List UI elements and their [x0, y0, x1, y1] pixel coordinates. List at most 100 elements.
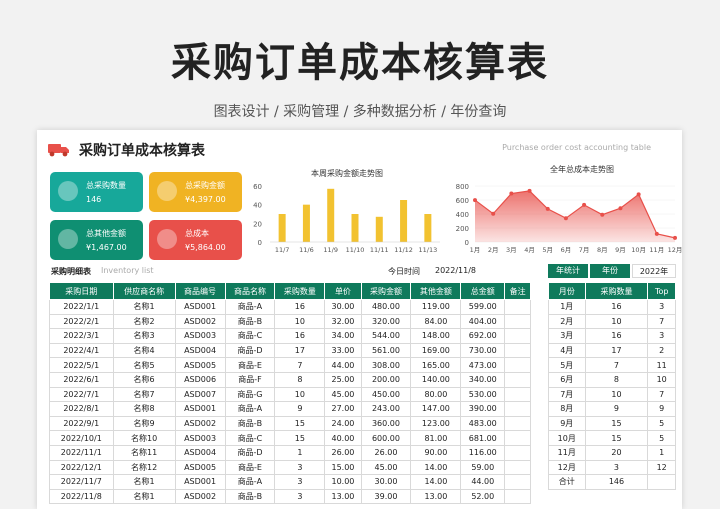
table-cell [504, 313, 531, 330]
table-cell: 10 [647, 371, 676, 388]
table-cell: 146 [584, 474, 649, 490]
table-row: 2022/8/1 名称8 ASD001 商品-A 9 27.00 243.00 147.00 3… [49, 401, 531, 417]
table-cell: 商品-G [224, 386, 276, 403]
table-cell: ASD002 [174, 415, 226, 432]
kpi-total-quantity: 总采购数量 146 [50, 172, 143, 212]
table-cell: 20 [584, 444, 649, 461]
table-row: 12月 3 12 [548, 459, 676, 476]
column-header: 总金额 [460, 282, 506, 300]
table-cell: 80.00 [410, 386, 462, 403]
table-cell: 340.00 [460, 371, 506, 388]
table-cell: 599.00 [460, 299, 506, 315]
kpi-total-other-amount: 总其他金额 ¥1,467.00 [50, 220, 143, 260]
column-header: 单价 [324, 282, 362, 300]
y-tick-label: 200 [456, 225, 469, 233]
today-value: 2022/11/8 [435, 266, 477, 275]
x-tick-label: 2月 [488, 246, 499, 254]
table-cell: 5 [647, 430, 676, 446]
table-cell: 12月 [548, 459, 586, 476]
table-cell: ASD002 [174, 488, 226, 505]
data-point [636, 192, 641, 197]
table-row: 2月 10 7 [548, 313, 676, 330]
table-cell: 14.00 [410, 459, 462, 476]
table-cell: 名称9 [112, 415, 176, 432]
table-cell: 2022/12/1 [49, 459, 114, 476]
table-row: 4月 17 2 [548, 342, 676, 359]
table-cell: ASD001 [174, 299, 226, 315]
table-cell: 2022/8/1 [49, 401, 114, 417]
kpi-label: 总采购数量 [86, 181, 126, 190]
table-cell: 40.00 [324, 430, 362, 446]
data-point [491, 211, 496, 216]
table-cell: 14.00 [410, 474, 462, 490]
table-cell: 10.00 [324, 474, 362, 490]
yearly-chart-title: 全年总成本走势图 [550, 165, 614, 174]
column-header: 其他金额 [410, 282, 462, 300]
table-cell: 商品-E [224, 459, 276, 476]
table-cell: 16 [274, 328, 326, 344]
table-cell: 15 [274, 430, 326, 446]
kpi-label: 总采购金额 [185, 181, 225, 190]
y-tick-label: 800 [456, 183, 469, 191]
table-row: 6月 8 10 [548, 371, 676, 388]
table-cell: 4月 [548, 342, 586, 359]
table-cell: 名称11 [112, 444, 176, 461]
table-cell: 544.00 [360, 328, 412, 344]
table-row: 8月 9 9 [548, 401, 676, 417]
table-row: 10月 15 5 [548, 430, 676, 446]
sheet-subtitle-en: Purchase order cost accounting table [502, 143, 651, 152]
table-cell: 600.00 [360, 430, 412, 446]
table-cell: 8月 [548, 401, 586, 417]
x-tick-label: 5月 [542, 246, 553, 254]
table-cell: 2022/11/7 [49, 474, 114, 490]
table-cell: 32.00 [324, 313, 362, 330]
table-row: 2022/11/7 名称1 ASD001 商品-A 3 10.00 30.00 14.00 44… [49, 474, 531, 490]
table-row: 1月 16 3 [548, 299, 676, 315]
bar [278, 214, 286, 242]
table-cell: 2022/9/1 [49, 415, 114, 432]
table-cell: 名称1 [112, 474, 176, 490]
table-cell: 11月 [548, 444, 586, 461]
bar [327, 188, 335, 242]
table-cell [504, 401, 531, 417]
table-row: 合计 146 [548, 474, 676, 490]
hero-subtitle: 图表设计 / 采购管理 / 多种数据分析 / 年份查询 [213, 104, 507, 120]
table-cell: 9月 [548, 415, 586, 432]
data-point [473, 198, 477, 203]
table-cell: 名称7 [112, 386, 176, 403]
x-tick-label: 11/11 [370, 246, 389, 254]
table-cell: 7 [647, 386, 676, 403]
money-icon [157, 181, 177, 201]
table-cell: 商品-C [224, 328, 276, 344]
detail-label: 采购明细表 [51, 267, 91, 276]
table-cell: 243.00 [360, 401, 412, 417]
table-cell: 15 [584, 430, 649, 446]
table-cell: 30.00 [360, 474, 412, 490]
y-tick-label: 0 [258, 239, 262, 247]
table-cell: 2022/11/1 [49, 444, 114, 461]
table-cell: 15 [274, 415, 326, 432]
year-select[interactable]: 2022年 [632, 264, 676, 278]
table-cell [504, 328, 531, 344]
x-tick-label: 11/13 [418, 246, 437, 254]
table-cell: 名称3 [112, 328, 176, 344]
table-cell [504, 474, 531, 490]
table-row: 2022/4/1 名称4 ASD004 商品-D 17 33.00 561.00 169.00… [49, 342, 531, 359]
table-cell: 123.00 [410, 415, 462, 432]
table-cell: 34.00 [324, 328, 362, 344]
table-row: 3月 16 3 [548, 328, 676, 344]
table-cell: 44.00 [460, 474, 506, 490]
table-cell: 692.00 [460, 328, 506, 344]
table-row: 9月 15 5 [548, 415, 676, 432]
table-cell [504, 357, 531, 373]
purchase-detail-table: 采购日期 供应商名称 商品编号 商品名称 采购数量 单价 采购金额 其他金额 总金额 备注 202… [49, 282, 531, 505]
kpi-value: ¥4,397.00 [185, 195, 226, 204]
table-cell: 165.00 [410, 357, 462, 373]
table-cell: ASD006 [174, 371, 226, 388]
sheet-header: 采购订单成本核算表 Purchase order cost accounting… [45, 138, 675, 162]
table-cell: 8 [274, 371, 326, 388]
table-cell: 169.00 [410, 342, 462, 359]
table-cell: 30.00 [324, 299, 362, 315]
table-cell: 5 [647, 415, 676, 432]
stack-icon [58, 181, 78, 201]
